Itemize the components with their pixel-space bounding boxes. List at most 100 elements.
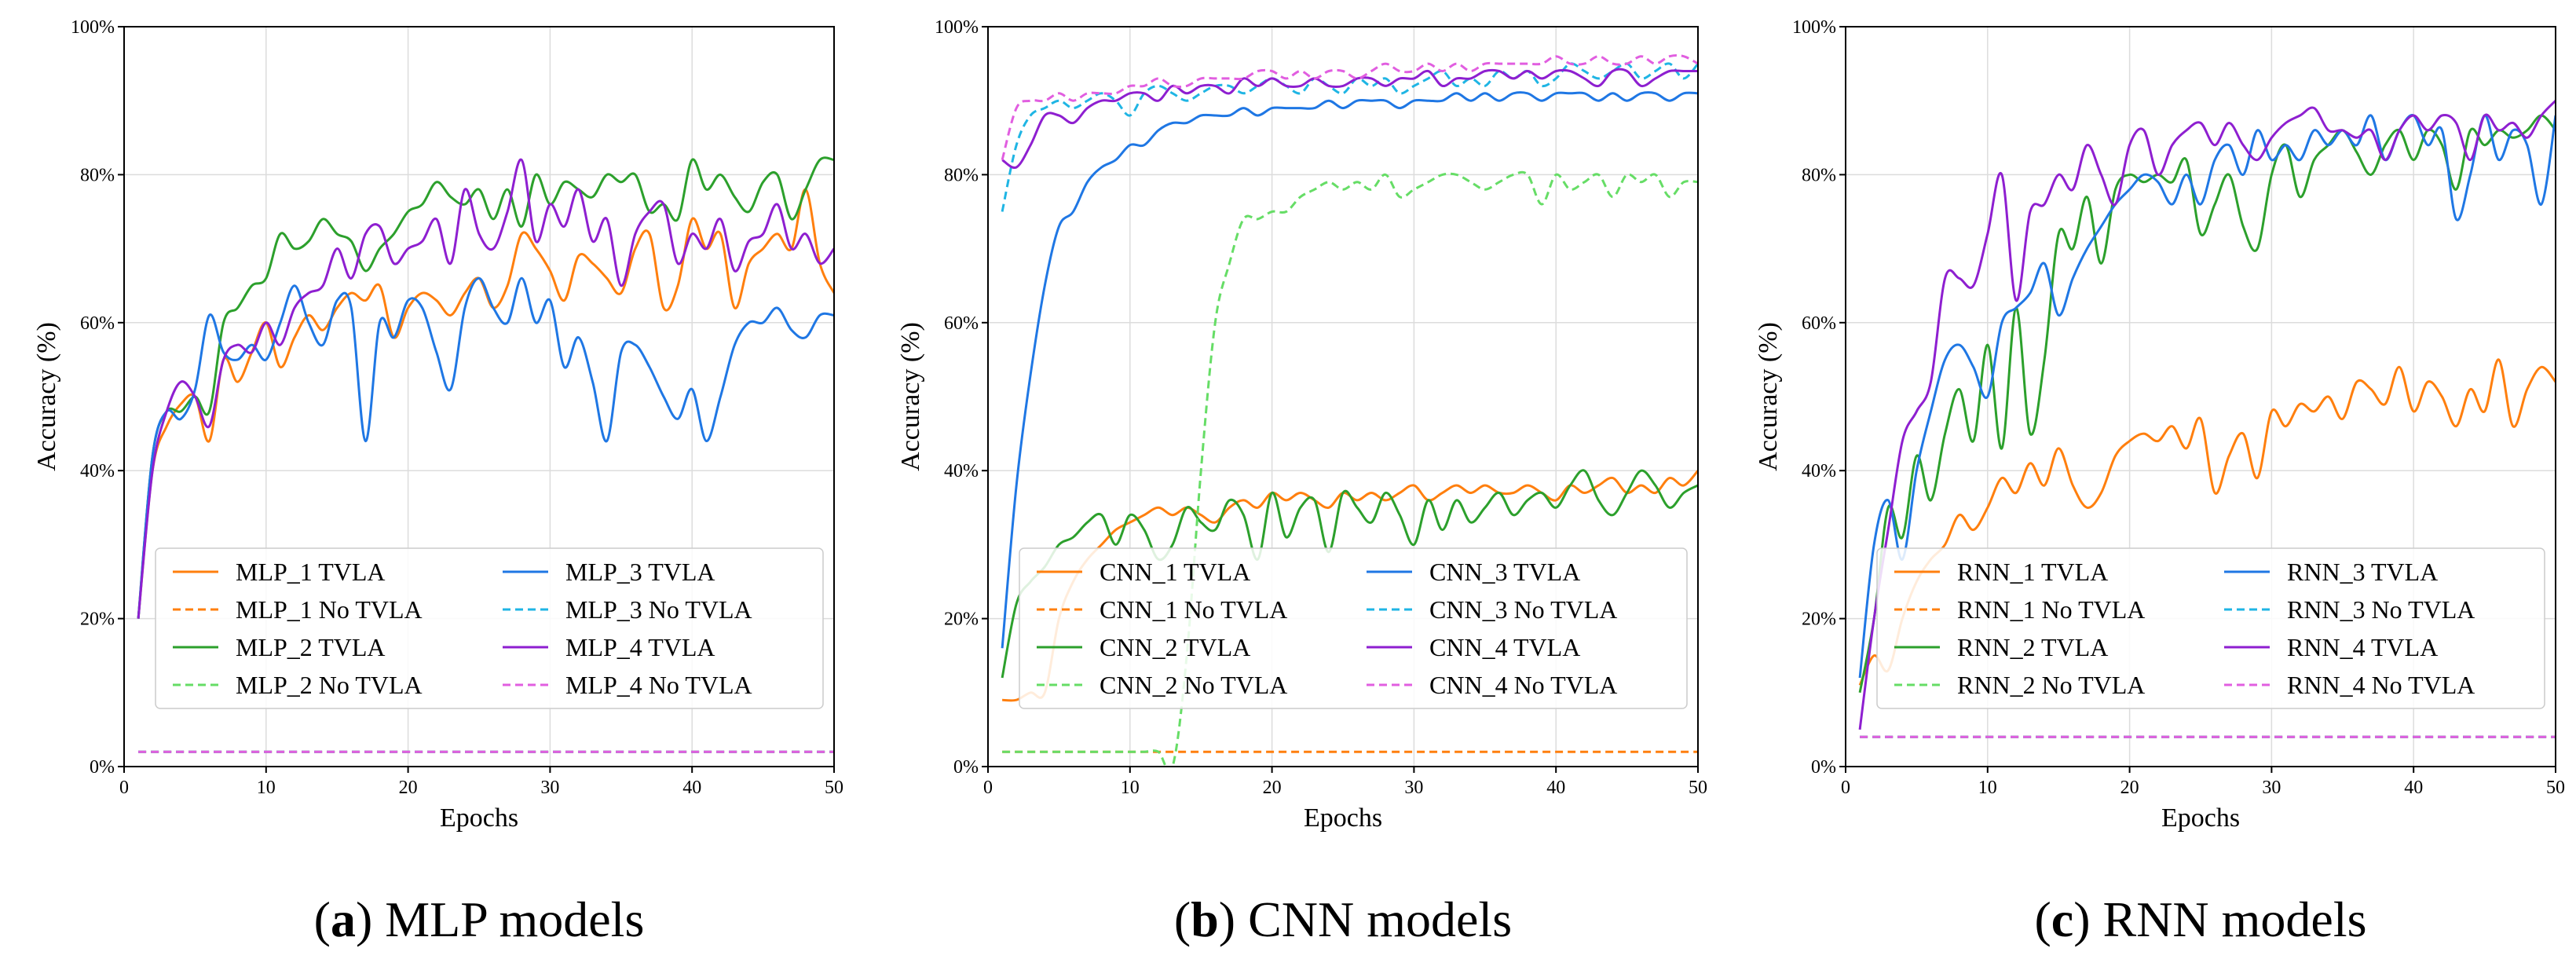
- series-line-cnn-4-no-tvla: [1001, 54, 1698, 160]
- legend-label: MLP_4 TVLA: [565, 633, 715, 661]
- series-group: [1858, 100, 2556, 738]
- x-axis-title: Epochs: [2161, 803, 2240, 833]
- chart-panel-c: 0% 20% 40% 60% 80% 100% 0 10 20 30 40 50 Epochs Accur…: [1754, 17, 2565, 947]
- y-tick-label: 0%: [1811, 757, 1836, 778]
- x-tick-label: 20: [1263, 778, 1282, 798]
- y-axis-title: Accuracy (%): [896, 322, 925, 471]
- axes-frame: [1845, 26, 2556, 767]
- series-line-rnn-3-tvla: [1858, 114, 2556, 679]
- x-tick-label: 50: [1689, 778, 1707, 798]
- y-tick-label: 60%: [80, 313, 115, 334]
- chart-panel-a: 0% 20% 40% 60% 80% 100% 0 10 20 30 40 50 Epochs Accur…: [32, 17, 843, 947]
- chart-panel-b: 0% 20% 40% 60% 80% 100% 0 10 20 30 40 50 Epochs Accur…: [896, 17, 1707, 947]
- legend-label: CNN_3 TVLA: [1429, 558, 1580, 586]
- x-tick-label: 10: [1978, 778, 1997, 798]
- legend-label: RNN_3 No TVLA: [2287, 595, 2475, 624]
- legend-label: MLP_3 TVLA: [565, 558, 715, 586]
- caption-letter: a: [331, 891, 356, 947]
- caption-close: ): [2073, 891, 2102, 947]
- series-line-rnn-1-tvla: [1858, 358, 2556, 686]
- legend-label: RNN_4 No TVLA: [2287, 671, 2475, 699]
- axes-frame: [123, 26, 835, 767]
- series-line-cnn-2-tvla: [1001, 469, 1698, 679]
- series-line-rnn-4-tvla: [1858, 100, 2556, 730]
- legend-label: CNN_2 TVLA: [1100, 633, 1250, 661]
- legend-label: MLP_3 No TVLA: [565, 595, 752, 624]
- y-tick-label: 80%: [944, 165, 979, 185]
- x-tick-label: 50: [2546, 778, 2565, 798]
- series-line-mlp-3-tvla: [137, 276, 834, 619]
- y-axis-title: Accuracy (%): [1754, 322, 1783, 471]
- legend-label: CNN_1 No TVLA: [1100, 595, 1287, 624]
- y-tick-label: 0%: [90, 757, 115, 778]
- legend: RNN_1 TVLA RNN_1 No TVLA RNN_2 TVLA RNN_2 N…: [1876, 547, 2545, 709]
- caption-text: RNN models: [2103, 891, 2367, 947]
- x-tick-label: 30: [2262, 778, 2281, 798]
- x-tick-label: 50: [825, 778, 843, 798]
- x-tick-label: 40: [682, 778, 701, 798]
- legend-label: CNN_4 No TVLA: [1429, 671, 1617, 699]
- x-tick-label: 30: [1404, 778, 1423, 798]
- series-line-cnn-3-no-tvla: [1001, 62, 1698, 212]
- series-line-cnn-4-tvla: [1001, 68, 1698, 170]
- legend-label: RNN_2 No TVLA: [1957, 671, 2145, 699]
- legend: CNN_1 TVLA CNN_1 No TVLA CNN_2 TVLA CNN_2 N…: [1019, 547, 1688, 709]
- legend-label: CNN_3 No TVLA: [1429, 595, 1617, 624]
- caption-close: ): [1219, 891, 1248, 947]
- x-tick-label: 20: [399, 778, 418, 798]
- legend-label: RNN_3 TVLA: [2287, 558, 2438, 586]
- series-line-cnn-2-no-tvla: [1002, 170, 1698, 767]
- legend-label: MLP_1 No TVLA: [236, 595, 423, 624]
- y-tick-label: 40%: [80, 461, 115, 481]
- legend-label: CNN_4 TVLA: [1429, 633, 1580, 661]
- series-group: [137, 156, 834, 753]
- series-line-cnn-3-tvla: [1001, 91, 1698, 649]
- legend-label: RNN_4 TVLA: [2287, 633, 2438, 661]
- legend-label: MLP_1 TVLA: [236, 558, 386, 586]
- caption-close: ): [356, 891, 385, 947]
- series-group: [1001, 54, 1698, 767]
- y-tick-label: 0%: [953, 757, 979, 778]
- legend-box: [1876, 547, 2545, 709]
- legend-label: RNN_1 TVLA: [1957, 558, 2108, 586]
- x-tick-label: 0: [983, 778, 993, 798]
- x-axis-title: Epochs: [1304, 803, 1382, 833]
- caption-text: CNN models: [1248, 891, 1512, 947]
- legend-label: MLP_2 TVLA: [236, 633, 386, 661]
- y-tick-label: 40%: [944, 461, 979, 481]
- series-line-mlp-4-tvla: [137, 158, 834, 619]
- series-line-mlp-2-tvla: [137, 156, 834, 619]
- panel-caption: (c) RNN models: [2034, 891, 2366, 947]
- x-tick-label: 0: [1841, 778, 1850, 798]
- panel-caption: (a) MLP models: [314, 891, 645, 947]
- x-axis-title: Epochs: [440, 803, 518, 833]
- legend-label: CNN_2 No TVLA: [1100, 671, 1287, 699]
- caption-open: (: [314, 891, 331, 947]
- legend-box: [1019, 547, 1688, 709]
- y-tick-label: 60%: [1802, 313, 1836, 334]
- y-tick-label: 60%: [944, 313, 979, 334]
- legend-box: [155, 547, 824, 709]
- legend-label: CNN_1 TVLA: [1100, 558, 1250, 586]
- caption-letter: c: [2051, 891, 2073, 947]
- x-tick-label: 10: [1121, 778, 1140, 798]
- y-tick-label: 20%: [1802, 609, 1836, 630]
- axes-frame: [987, 26, 1699, 767]
- y-tick-label: 80%: [80, 165, 115, 185]
- caption-open: (: [1174, 891, 1191, 947]
- x-tick-label: 20: [2120, 778, 2139, 798]
- legend-label: MLP_2 No TVLA: [236, 671, 423, 699]
- x-tick-label: 30: [540, 778, 559, 798]
- y-tick-label: 100%: [935, 17, 979, 38]
- caption-text: MLP models: [385, 891, 644, 947]
- y-tick-label: 100%: [1792, 17, 1836, 38]
- y-tick-label: 100%: [71, 17, 115, 38]
- x-tick-label: 10: [257, 778, 276, 798]
- y-tick-label: 20%: [80, 609, 115, 630]
- x-tick-label: 40: [2404, 778, 2423, 798]
- x-tick-label: 40: [1546, 778, 1565, 798]
- y-tick-label: 20%: [944, 609, 979, 630]
- caption-letter: b: [1191, 891, 1219, 947]
